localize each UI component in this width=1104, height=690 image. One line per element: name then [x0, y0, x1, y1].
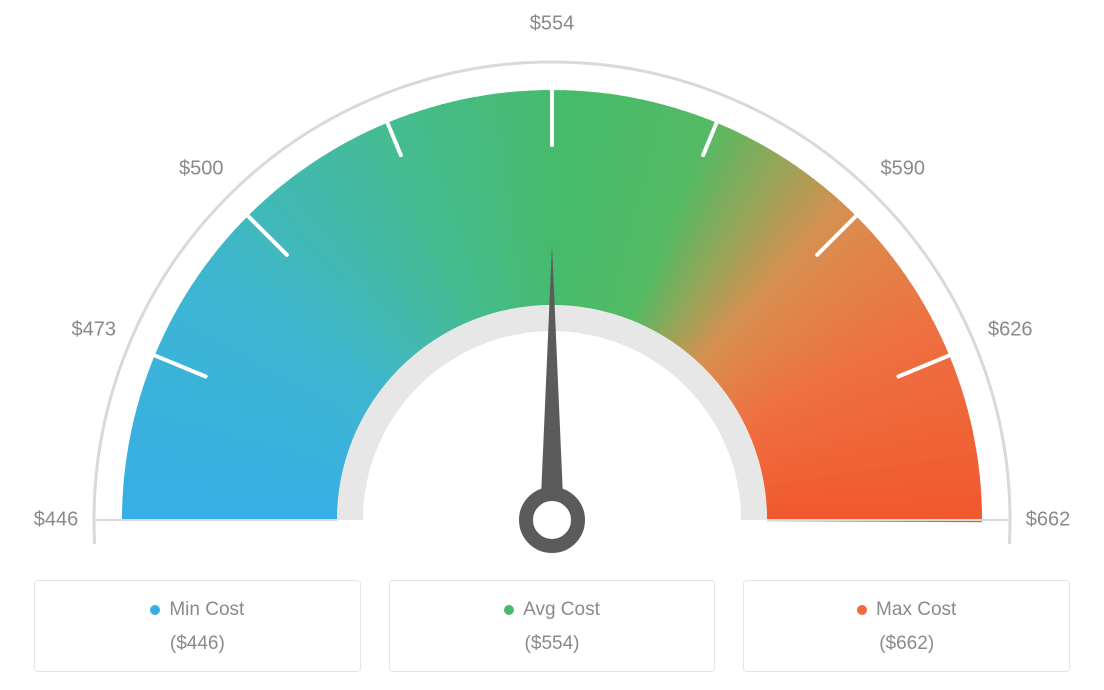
- svg-text:$626: $626: [988, 318, 1033, 340]
- legend-label-max: Max Cost: [876, 599, 956, 621]
- gauge-chart: $446 $473 $500 $554 $590 $626 $662: [0, 0, 1104, 560]
- legend-value-avg: ($554): [400, 633, 705, 655]
- legend-dot-avg: [504, 605, 514, 615]
- svg-text:$500: $500: [179, 158, 224, 180]
- legend-value-max: ($662): [754, 633, 1059, 655]
- legend-value-min: ($446): [45, 633, 350, 655]
- svg-text:$473: $473: [72, 318, 117, 340]
- legend-dot-min: [150, 605, 160, 615]
- svg-text:$590: $590: [880, 158, 925, 180]
- svg-text:$446: $446: [34, 508, 79, 530]
- legend-label-min: Min Cost: [169, 599, 244, 621]
- legend-top: Max Cost: [857, 599, 956, 621]
- legend-top: Min Cost: [150, 599, 244, 621]
- legend-row: Min Cost ($446) Avg Cost ($554) Max Cost…: [34, 580, 1070, 672]
- gauge-svg: $446 $473 $500 $554 $590 $626 $662: [0, 0, 1104, 570]
- legend-card-max: Max Cost ($662): [743, 580, 1070, 672]
- legend-dot-max: [857, 605, 867, 615]
- svg-text:$662: $662: [1026, 508, 1071, 530]
- svg-text:$554: $554: [530, 12, 575, 34]
- legend-label-avg: Avg Cost: [523, 599, 600, 621]
- legend-card-avg: Avg Cost ($554): [389, 580, 716, 672]
- legend-card-min: Min Cost ($446): [34, 580, 361, 672]
- legend-top: Avg Cost: [504, 599, 600, 621]
